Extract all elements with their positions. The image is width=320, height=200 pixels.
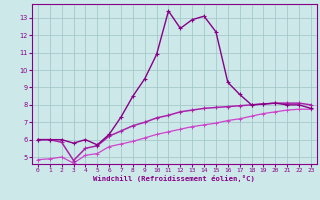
X-axis label: Windchill (Refroidissement éolien,°C): Windchill (Refroidissement éolien,°C) [93, 175, 255, 182]
